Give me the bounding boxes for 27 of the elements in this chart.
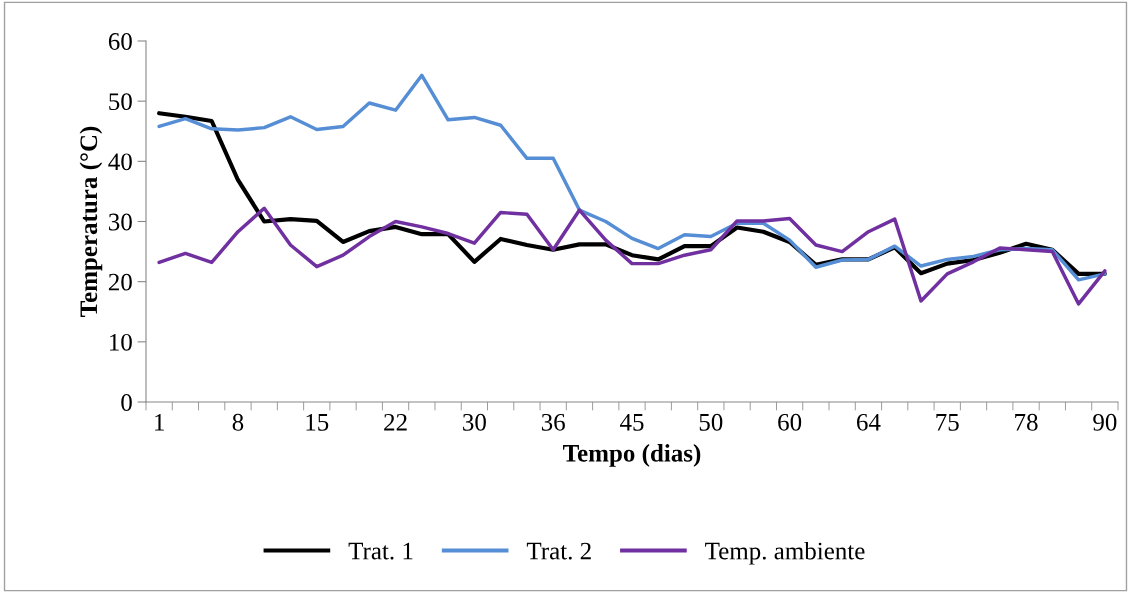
x-tick-label: 90 xyxy=(1093,413,1117,431)
x-tick-label: 36 xyxy=(541,413,565,431)
line-series xyxy=(157,206,1107,306)
x-tick-label: 15 xyxy=(306,413,329,431)
y-axis-title: Temperatura (°C) xyxy=(79,126,103,317)
x-tick-label: 50 xyxy=(699,413,723,431)
line-series xyxy=(157,73,1107,282)
y-tick-label: 30 xyxy=(109,213,132,231)
y-tick-label: 50 xyxy=(109,93,132,111)
legend-label: Temp. ambiente xyxy=(705,541,865,565)
x-tick-label: 64 xyxy=(857,413,881,431)
y-tick-label: 20 xyxy=(108,273,132,291)
x-tick-label: 22 xyxy=(384,413,407,431)
legend-label: Trat. 2 xyxy=(526,542,591,560)
y-tick-label: 10 xyxy=(110,333,132,351)
legend-label: Trat. 1 xyxy=(348,542,413,560)
x-axis-title: Tempo (dias) xyxy=(563,444,701,467)
y-tick-label: 40 xyxy=(108,153,132,171)
x-tick-label: 30 xyxy=(463,413,486,431)
x-tick-label: 78 xyxy=(1015,413,1038,431)
y-tick-label: 60 xyxy=(108,33,132,50)
x-tick-label: 8 xyxy=(232,413,244,431)
y-tick-label: 0 xyxy=(121,394,132,411)
x-tick-label: 60 xyxy=(778,413,802,431)
x-tick-label: 1 xyxy=(155,413,164,431)
x-tick-label: 45 xyxy=(619,414,644,431)
x-tick-label: 75 xyxy=(936,414,959,431)
